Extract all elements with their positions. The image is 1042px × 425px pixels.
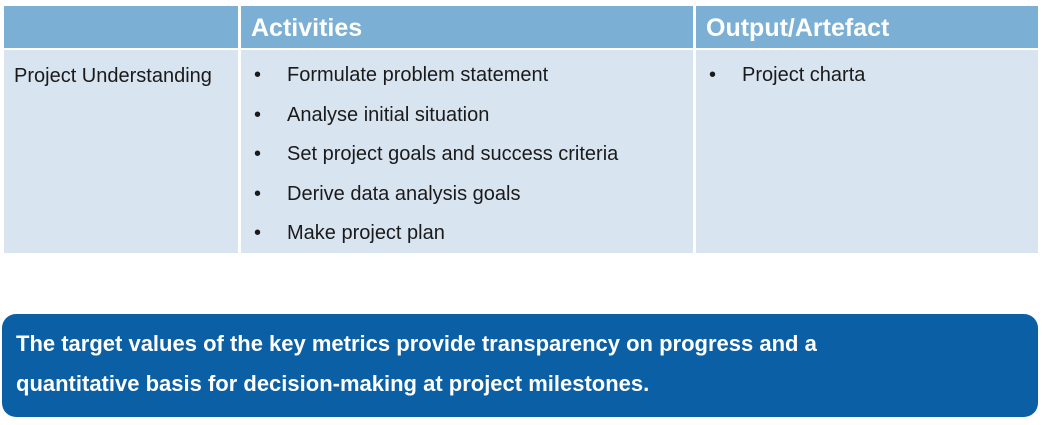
output-text: Project charta — [742, 64, 866, 86]
activity-text: Derive data analysis goals — [287, 182, 521, 205]
banner-line-1: The target values of the key metrics pro… — [16, 331, 817, 356]
activities-list: • Formulate problem statement • Analyse in… — [241, 50, 693, 263]
bullet-icon: • — [254, 64, 262, 86]
table-header-row: Activities Output/Artefact — [4, 6, 1038, 50]
bullet-icon: • — [254, 222, 262, 244]
list-item: • Project charta — [696, 65, 1038, 105]
list-item: • Derive data analysis goals — [241, 184, 693, 224]
bullet-icon: • — [709, 64, 717, 86]
bullet-icon: • — [254, 182, 262, 205]
activity-text: Set project goals and success criteria — [287, 143, 619, 165]
output-list: • Project charta — [696, 50, 1038, 105]
activity-text: Formulate problem statement — [287, 64, 549, 86]
activities-table: Activities Output/Artefact Project Under… — [4, 6, 1038, 253]
activity-text: Make project plan — [287, 222, 445, 244]
list-item: • Formulate problem statement — [241, 65, 693, 105]
header-output-artefact: Output/Artefact — [696, 6, 1038, 50]
header-activities: Activities — [241, 6, 696, 50]
table-row: Project Understanding • Formulate problem… — [4, 50, 1038, 253]
banner-line-2: quantitative basis for decision-making a… — [16, 371, 650, 396]
output-cell: • Project charta — [696, 50, 1038, 253]
bullet-icon: • — [254, 103, 262, 126]
activities-cell: • Formulate problem statement • Analyse in… — [241, 50, 696, 253]
list-item: • Set project goals and success criteria — [241, 144, 693, 184]
phase-cell: Project Understanding — [4, 50, 241, 253]
activity-text: Analyse initial situation — [287, 103, 490, 126]
bullet-icon: • — [254, 143, 262, 165]
header-phase-cell — [4, 6, 241, 50]
key-message-banner: The target values of the key metrics pro… — [2, 314, 1038, 417]
list-item: • Analyse initial situation — [241, 105, 693, 145]
list-item: • Make project plan — [241, 223, 693, 263]
